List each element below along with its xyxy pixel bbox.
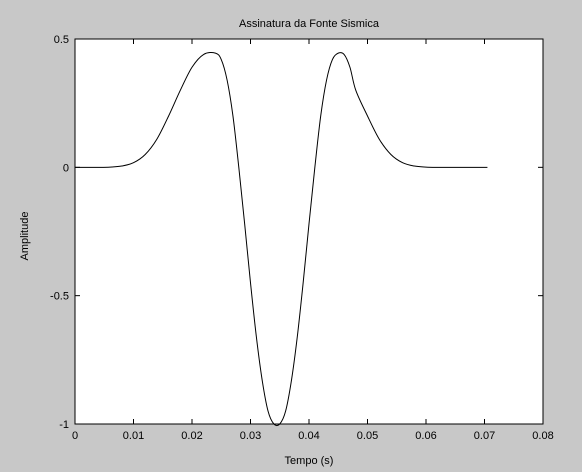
x-axis-ticks: 0 0.01 0.02 0.03 0.04 0.05 0.06 0.07 0.08 [72,39,554,442]
x-tick-label: 0.01 [123,430,144,442]
series-line [74,52,488,427]
x-tick-label: 0.03 [240,430,261,442]
x-tick-label: 0.05 [357,430,378,442]
plot-area [74,38,544,425]
y-tick-label: 0.5 [54,34,69,46]
x-axis-label: Tempo (s) [285,455,334,467]
y-tick-label: -1 [59,419,69,431]
chart-title: Assinatura da Fonte Sismica [239,18,380,30]
x-tick-label: 0.02 [181,430,202,442]
y-axis-ticks: -1 -0.5 0 0.5 [50,34,543,431]
y-tick-label: -0.5 [50,291,69,303]
x-tick-label: 0.08 [532,430,553,442]
y-axis-label: Amplitude [19,212,31,261]
y-tick-label: 0 [63,162,69,174]
x-tick-label: 0.06 [415,430,436,442]
x-tick-label: 0 [72,430,78,442]
x-tick-label: 0.07 [474,430,495,442]
x-tick-label: 0.04 [298,430,319,442]
